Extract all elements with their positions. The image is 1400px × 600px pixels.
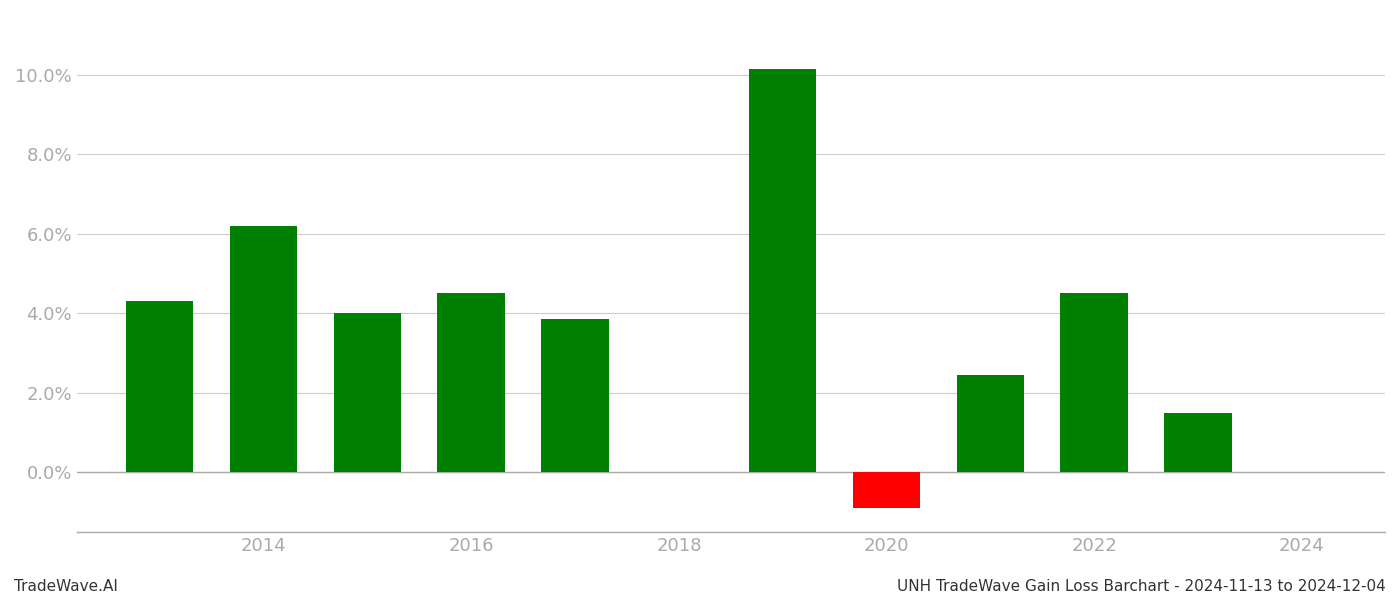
Bar <box>542 319 609 472</box>
Text: UNH TradeWave Gain Loss Barchart - 2024-11-13 to 2024-12-04: UNH TradeWave Gain Loss Barchart - 2024-… <box>897 579 1386 594</box>
Bar <box>749 69 816 472</box>
Bar <box>333 313 402 472</box>
Text: TradeWave.AI: TradeWave.AI <box>14 579 118 594</box>
Bar <box>853 472 920 508</box>
Bar <box>1165 413 1232 472</box>
Bar <box>126 301 193 472</box>
Bar <box>437 293 505 472</box>
Bar <box>230 226 297 472</box>
Bar <box>1060 293 1128 472</box>
Bar <box>956 375 1025 472</box>
